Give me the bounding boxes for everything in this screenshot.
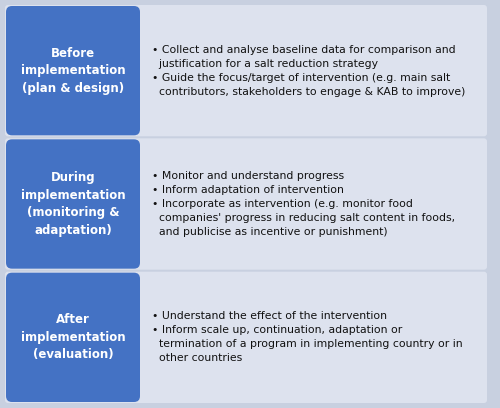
FancyBboxPatch shape: [6, 6, 140, 135]
Text: After
implementation
(evaluation): After implementation (evaluation): [20, 313, 126, 361]
FancyBboxPatch shape: [5, 5, 487, 136]
Text: Before
implementation
(plan & design): Before implementation (plan & design): [20, 47, 126, 95]
FancyBboxPatch shape: [6, 273, 140, 402]
FancyBboxPatch shape: [5, 138, 487, 270]
Text: • Collect and analyse baseline data for comparison and
  justification for a sal: • Collect and analyse baseline data for …: [152, 44, 466, 97]
Text: • Monitor and understand progress
• Inform adaptation of intervention
• Incorpor: • Monitor and understand progress • Info…: [152, 171, 455, 237]
FancyBboxPatch shape: [6, 140, 140, 268]
Text: During
implementation
(monitoring &
adaptation): During implementation (monitoring & adap…: [20, 171, 126, 237]
FancyBboxPatch shape: [5, 272, 487, 403]
Text: • Understand the effect of the intervention
• Inform scale up, continuation, ada: • Understand the effect of the intervent…: [152, 311, 462, 364]
